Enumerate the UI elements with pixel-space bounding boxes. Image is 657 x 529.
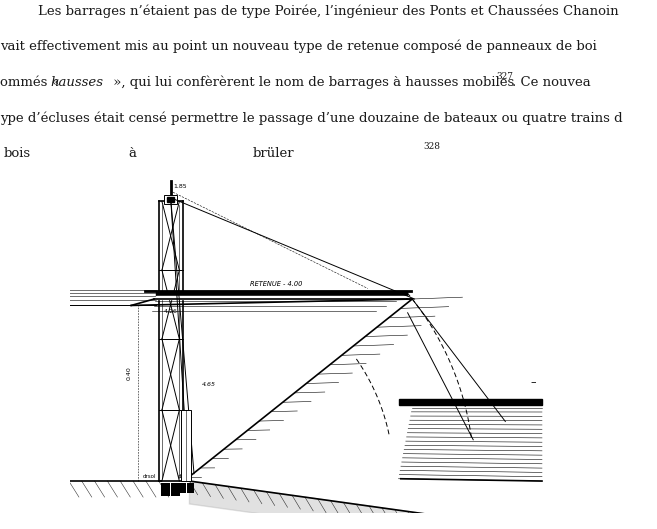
- Text: Les barrages n’étaient pas de type Poirée, l’ingénieur des Ponts et Chaussées Ch: Les barrages n’étaient pas de type Poiré…: [38, 4, 619, 18]
- Polygon shape: [156, 296, 407, 299]
- Text: », qui lui confèrèrent le nom de barrages à hausses mobiles: », qui lui confèrèrent le nom de barrage…: [109, 76, 514, 89]
- Text: à: à: [128, 147, 136, 160]
- Bar: [160, 483, 170, 496]
- Text: vait effectivement mis au point un nouveau type de retenue composé de panneaux d: vait effectivement mis au point un nouve…: [0, 40, 597, 53]
- Text: ommés «: ommés «: [0, 76, 64, 88]
- Bar: [181, 410, 191, 481]
- Text: bois: bois: [3, 147, 30, 160]
- Text: hausses: hausses: [51, 76, 104, 88]
- Text: 327: 327: [497, 72, 514, 81]
- Text: d.sol: d.sol: [178, 474, 191, 479]
- Bar: [164, 195, 177, 204]
- Text: –: –: [530, 378, 535, 387]
- Text: 328: 328: [424, 142, 441, 151]
- Text: . Ce nouvea: . Ce nouvea: [512, 76, 591, 88]
- Text: drsol: drsol: [143, 474, 156, 479]
- Text: 4.65: 4.65: [202, 382, 216, 387]
- Text: ype d’écluses était censé permettre le passage d’une douzaine de bateaux ou quat: ype d’écluses était censé permettre le p…: [0, 111, 623, 125]
- Bar: [187, 483, 194, 493]
- Polygon shape: [156, 291, 407, 296]
- Text: 4.26: 4.26: [164, 309, 177, 314]
- Polygon shape: [399, 398, 542, 405]
- Text: brüler: brüler: [253, 147, 294, 160]
- Polygon shape: [168, 197, 174, 202]
- Polygon shape: [189, 481, 551, 529]
- Bar: [180, 483, 186, 493]
- Text: 0.40: 0.40: [126, 366, 131, 380]
- Text: RETENUE - 4.00: RETENUE - 4.00: [250, 281, 302, 287]
- Text: 1.85: 1.85: [173, 184, 187, 188]
- Bar: [171, 483, 180, 496]
